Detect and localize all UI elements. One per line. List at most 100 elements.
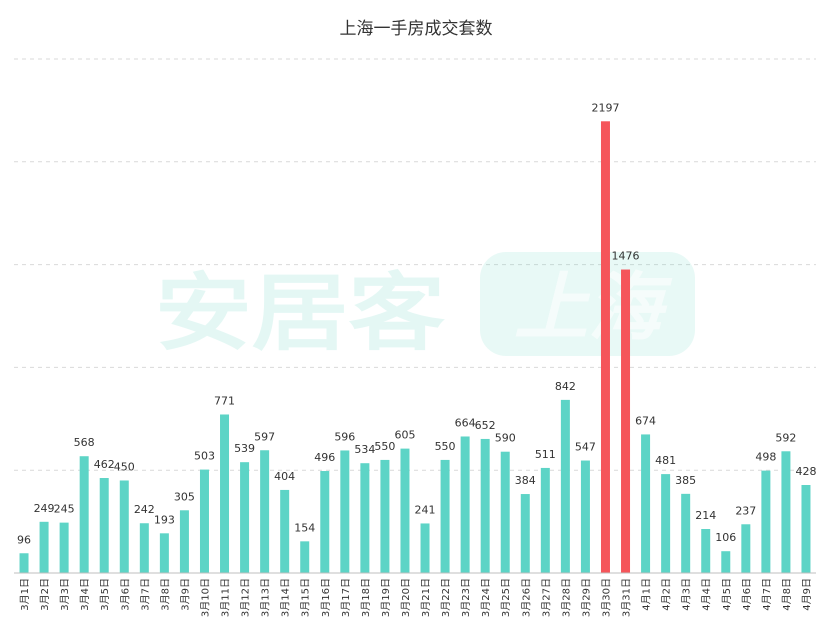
bar	[741, 524, 751, 573]
bar	[99, 478, 109, 573]
bar	[681, 493, 691, 573]
data-label: 404	[274, 470, 295, 483]
x-tick-label: 3月20日	[400, 578, 412, 617]
data-label: 450	[114, 460, 135, 473]
data-label: 214	[695, 509, 716, 522]
x-tick-label: 3月3日	[59, 578, 71, 611]
data-label: 550	[435, 440, 456, 453]
bar	[280, 489, 290, 573]
bar	[199, 469, 209, 573]
bar	[641, 434, 651, 573]
data-label: 249	[34, 502, 55, 515]
bar	[39, 521, 49, 573]
data-label: 539	[234, 442, 255, 455]
data-label: 384	[515, 474, 536, 487]
x-tick-label: 3月4日	[79, 578, 91, 611]
chart-title: 上海一手房成交套数	[340, 19, 493, 39]
data-label: 652	[475, 419, 496, 432]
bar	[520, 494, 530, 573]
data-label: 590	[495, 432, 516, 445]
bar	[400, 448, 410, 573]
x-tick-label: 3月30日	[600, 578, 612, 617]
data-label: 193	[154, 513, 175, 526]
bar	[580, 460, 590, 573]
x-axis-tick-labels: 3月1日 3月2日 3月3日 3月4日 3月5日 3月6日 3月7日 3月8日 3月9日 3月10…	[19, 578, 813, 617]
bar	[59, 522, 69, 573]
x-tick-label: 3月22日	[440, 578, 452, 617]
x-tick-label: 3月8日	[159, 578, 171, 611]
x-tick-label: 4月1日	[641, 578, 653, 611]
x-tick-label: 3月29日	[580, 578, 592, 617]
x-tick-label: 3月5日	[99, 578, 111, 611]
data-label: 245	[54, 503, 75, 516]
data-label: 592	[775, 431, 796, 444]
data-label: 154	[294, 521, 315, 534]
data-label: 534	[354, 443, 375, 456]
data-label: 550	[374, 440, 395, 453]
data-label: 385	[675, 474, 696, 487]
data-label: 597	[254, 430, 275, 443]
x-tick-label: 3月24日	[480, 578, 492, 617]
data-label: 428	[795, 465, 816, 478]
anjuke-watermark: 安居客 上海	[155, 252, 695, 362]
bar	[801, 485, 811, 573]
x-tick-label: 3月1日	[19, 578, 31, 611]
bar	[701, 529, 711, 573]
gridlines	[14, 58, 816, 471]
x-tick-label: 3月19日	[380, 578, 392, 617]
bar	[500, 451, 510, 573]
x-tick-label: 3月6日	[119, 578, 131, 611]
bar	[540, 467, 550, 573]
watermark-badge	[480, 252, 695, 356]
bar	[119, 480, 129, 573]
data-label: 605	[394, 429, 415, 442]
watermark-brand-text: 安居客	[155, 264, 445, 362]
bar	[340, 450, 350, 573]
x-tick-label: 4月4日	[701, 578, 713, 611]
data-label: 596	[334, 430, 355, 443]
x-tick-label: 3月10日	[199, 578, 211, 617]
bar	[460, 436, 470, 573]
x-tick-label: 3月23日	[460, 578, 472, 617]
x-tick-label: 3月26日	[520, 578, 532, 617]
watermark-city-text: 上海	[514, 265, 673, 351]
x-tick-label: 4月6日	[741, 578, 753, 611]
data-label: 664	[455, 416, 476, 429]
bar	[19, 553, 29, 573]
x-tick-label: 3月14日	[280, 578, 292, 617]
bar	[360, 463, 370, 573]
x-tick-label: 3月2日	[39, 578, 51, 611]
bar	[761, 470, 771, 573]
x-tick-label: 3月31日	[621, 578, 633, 617]
x-tick-label: 3月15日	[300, 578, 312, 617]
bar	[139, 523, 149, 573]
x-tick-label: 3月21日	[420, 578, 432, 617]
x-tick-label: 4月9日	[801, 578, 813, 611]
bar	[220, 414, 230, 573]
x-tick-label: 3月16日	[320, 578, 332, 617]
data-label: 2197	[591, 101, 619, 114]
x-tick-label: 4月7日	[761, 578, 773, 611]
x-tick-label: 3月9日	[179, 578, 191, 611]
bar	[480, 438, 490, 573]
bar	[661, 474, 671, 573]
x-tick-label: 3月18日	[360, 578, 372, 617]
data-label: 305	[174, 490, 195, 503]
bar	[621, 269, 631, 573]
data-label: 547	[575, 441, 596, 454]
bar	[300, 541, 310, 573]
bar	[179, 510, 189, 573]
x-tick-label: 3月25日	[500, 578, 512, 617]
data-label: 771	[214, 394, 235, 407]
bar	[79, 456, 89, 573]
bar	[260, 450, 270, 573]
bar	[781, 451, 791, 573]
bar	[320, 471, 330, 573]
x-tick-label: 4月2日	[661, 578, 673, 611]
data-label: 842	[555, 380, 576, 393]
data-label: 96	[17, 533, 31, 546]
data-label: 462	[94, 458, 115, 471]
